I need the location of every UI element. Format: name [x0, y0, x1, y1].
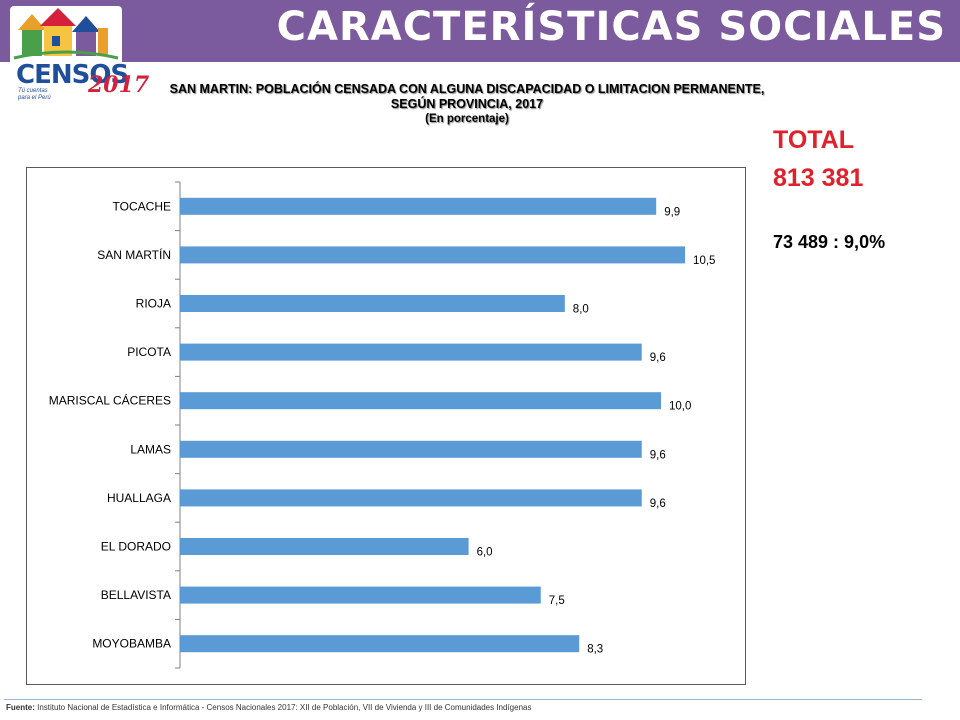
footer-source: Fuente: Instituto Nacional de Estadístic…: [6, 703, 531, 712]
value-label: 9,9: [664, 206, 680, 218]
bar-bellavista: [180, 586, 541, 604]
bar-rioja: [180, 295, 565, 312]
bar-san-martín: [180, 246, 686, 264]
chart-frame: TOCACHE 9,9 SAN MARTÍN 10,5 RIOJA 8,0 PICOTA 9,…: [26, 167, 746, 685]
chart-title: SAN MARTIN: POBLACIÓN CENSADA CON ALGUNA…: [112, 82, 822, 126]
footer-text: Instituto Nacional de Estadística e Info…: [34, 703, 532, 712]
bar-el-dorado: [180, 538, 469, 555]
logo-text: CENSOS: [16, 60, 129, 90]
value-label: 8,3: [587, 644, 603, 656]
bar-huallaga: [180, 489, 642, 507]
total-label: TOTAL: [773, 126, 855, 154]
category-label: EL DORADO: [101, 540, 171, 554]
total-detail: 73 489 : 9,0%: [773, 232, 886, 252]
header-bar: CARACTERÍSTICAS SOCIALES: [0, 0, 960, 62]
value-label: 8,0: [573, 304, 589, 316]
category-label: LAMAS: [130, 442, 171, 456]
category-label: PICOTA: [127, 345, 171, 359]
category-label: SAN MARTÍN: [97, 247, 171, 262]
footer-label: Fuente:: [6, 703, 35, 712]
value-label: 9,6: [650, 498, 666, 510]
bar-tocache: [180, 197, 657, 215]
category-label: BELLAVISTA: [101, 588, 171, 602]
logo-tagline: Tú cuentas para el Perú: [18, 88, 51, 101]
bar-chart: TOCACHE 9,9 SAN MARTÍN 10,5 RIOJA 8,0 PICOTA 9,…: [49, 181, 715, 669]
footer-divider: [4, 699, 922, 700]
bar-mariscal-cáceres: [180, 392, 661, 410]
bar-lamas: [180, 440, 642, 458]
houses-logo-icon: [13, 8, 119, 60]
value-label: 10,5: [693, 255, 715, 267]
censos-logo: CENSOS 2017 Tú cuentas para el Perú: [10, 6, 149, 102]
chart-title-line2: SEGÚN PROVINCIA, 2017: [390, 97, 544, 111]
category-label: MARISCAL CÁCERES: [49, 393, 171, 408]
value-label: 9,6: [650, 352, 666, 364]
bar-moyobamba: [180, 635, 580, 653]
category-label: RIOJA: [136, 297, 171, 311]
chart-title-line1: SAN MARTIN: POBLACIÓN CENSADA CON ALGUNA…: [169, 82, 765, 96]
value-label: 9,6: [650, 449, 666, 461]
value-label: 7,5: [549, 595, 565, 607]
category-label: HUALLAGA: [107, 491, 171, 505]
category-label: MOYOBAMBA: [92, 637, 171, 651]
value-label: 10,0: [669, 401, 691, 413]
category-label: TOCACHE: [113, 199, 171, 213]
page-title: CARACTERÍSTICAS SOCIALES: [276, 4, 946, 50]
logo-year: 2017: [88, 72, 150, 98]
value-label: 6,0: [477, 547, 493, 559]
total-value: 813 381: [773, 164, 864, 192]
chart-subtitle: (En porcentaje): [425, 113, 509, 125]
bar-picota: [180, 343, 642, 361]
